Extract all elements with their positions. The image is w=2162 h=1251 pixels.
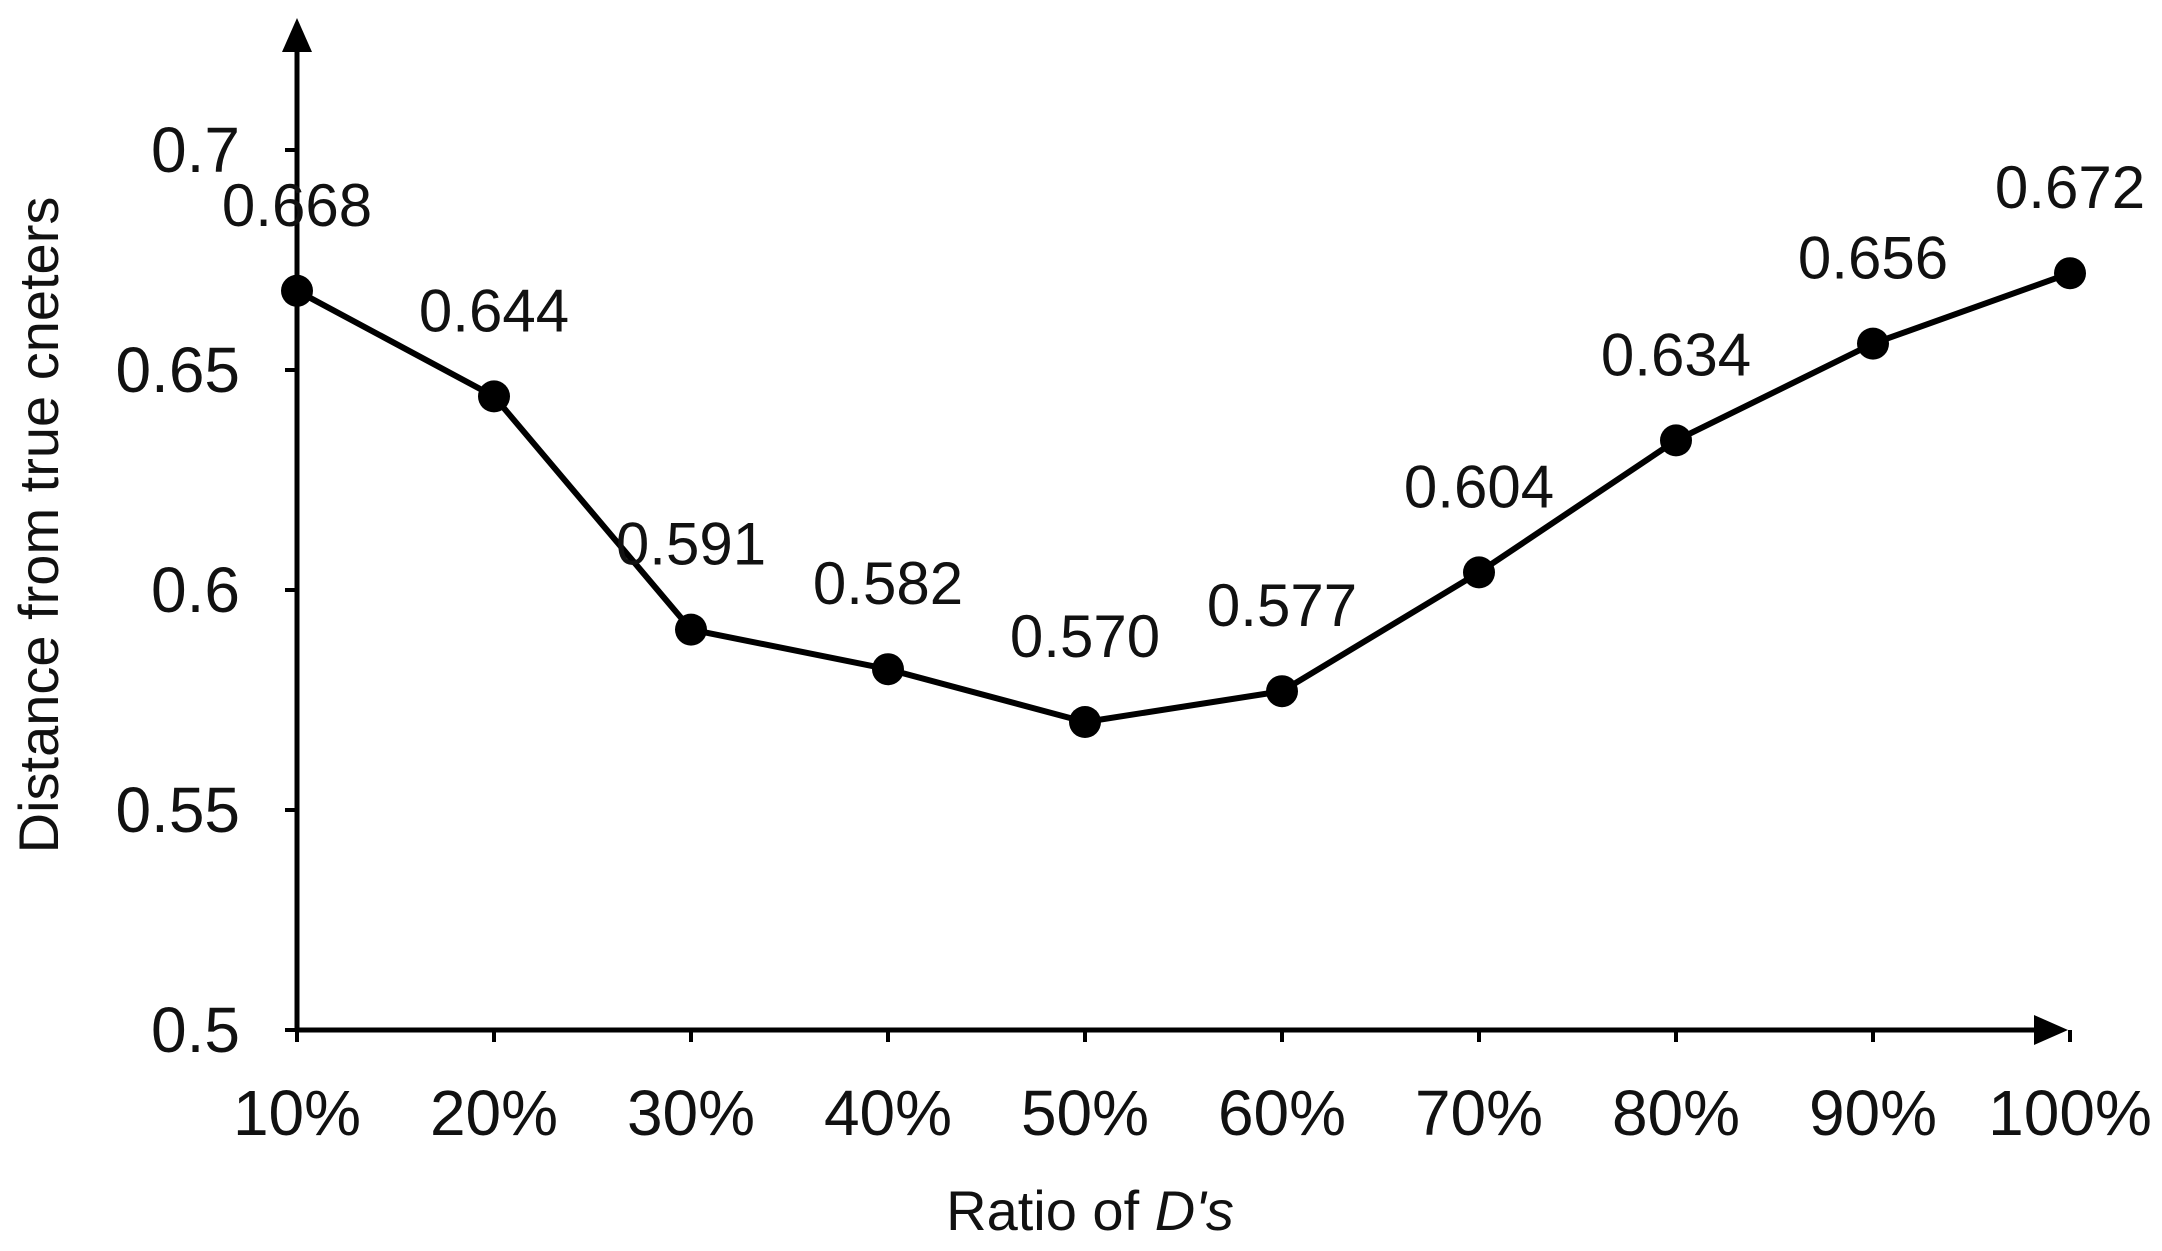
data-label: 0.644 xyxy=(419,277,569,344)
markers xyxy=(281,257,2086,738)
data-point-marker xyxy=(872,653,904,686)
x-tick-label: 60% xyxy=(1218,1077,1346,1149)
x-tick-label: 20% xyxy=(430,1077,558,1149)
data-label: 0.634 xyxy=(1601,321,1751,388)
y-tick-label: 0.5 xyxy=(151,994,240,1066)
data-label: 0.591 xyxy=(616,511,766,578)
x-tick-label: 40% xyxy=(824,1077,952,1149)
data-point-marker xyxy=(1857,327,1889,360)
x-tick-label: 100% xyxy=(1988,1077,2152,1149)
x-tick-label: 50% xyxy=(1021,1077,1149,1149)
x-tick-label: 90% xyxy=(1809,1077,1937,1149)
data-label: 0.672 xyxy=(1995,154,2145,221)
x-axis-title: Ratio of D's xyxy=(946,1179,1234,1242)
data-point-marker xyxy=(478,380,510,413)
x-tick-label: 10% xyxy=(233,1077,361,1149)
data-labels: 0.668 0.644 0.591 0.582 0.570 0.577 0.604 0.634… xyxy=(222,154,2145,670)
y-tick-label: 0.55 xyxy=(115,774,240,846)
x-tick-label: 30% xyxy=(627,1077,755,1149)
y-tick-label: 0.65 xyxy=(115,334,240,406)
data-label: 0.668 xyxy=(222,172,372,239)
data-point-marker xyxy=(1069,706,1101,738)
y-axis-title: Distance from true cneters xyxy=(7,197,70,854)
data-point-marker xyxy=(1266,675,1298,708)
y-tick-label: 0.7 xyxy=(151,114,240,186)
series-line xyxy=(295,270,2072,725)
data-label: 0.604 xyxy=(1404,453,1554,520)
x-tick-label: 70% xyxy=(1415,1077,1543,1149)
y-ticks: 0.5 0.55 0.6 0.65 0.7 xyxy=(115,114,297,1066)
data-label: 0.582 xyxy=(813,550,963,617)
x-axis-arrow xyxy=(2034,1015,2068,1045)
x-tick-label: 80% xyxy=(1612,1077,1740,1149)
y-axis-arrow xyxy=(282,18,312,52)
y-tick-label: 0.6 xyxy=(151,554,240,626)
data-label: 0.577 xyxy=(1207,572,1357,639)
data-point-marker xyxy=(1463,556,1495,589)
data-label: 0.570 xyxy=(1010,603,1160,670)
data-point-marker xyxy=(281,274,313,307)
data-point-marker xyxy=(2054,257,2086,290)
x-ticks: 10% 20% 30% 40% 50% 60% 70% 80% 90% 100% xyxy=(233,1030,2152,1149)
data-label: 0.656 xyxy=(1798,225,1948,292)
data-point-marker xyxy=(675,613,707,646)
x-axis-title-italic: D's xyxy=(1155,1179,1234,1242)
data-point-marker xyxy=(1660,424,1692,457)
x-axis-title-prefix: Ratio of xyxy=(946,1179,1155,1242)
